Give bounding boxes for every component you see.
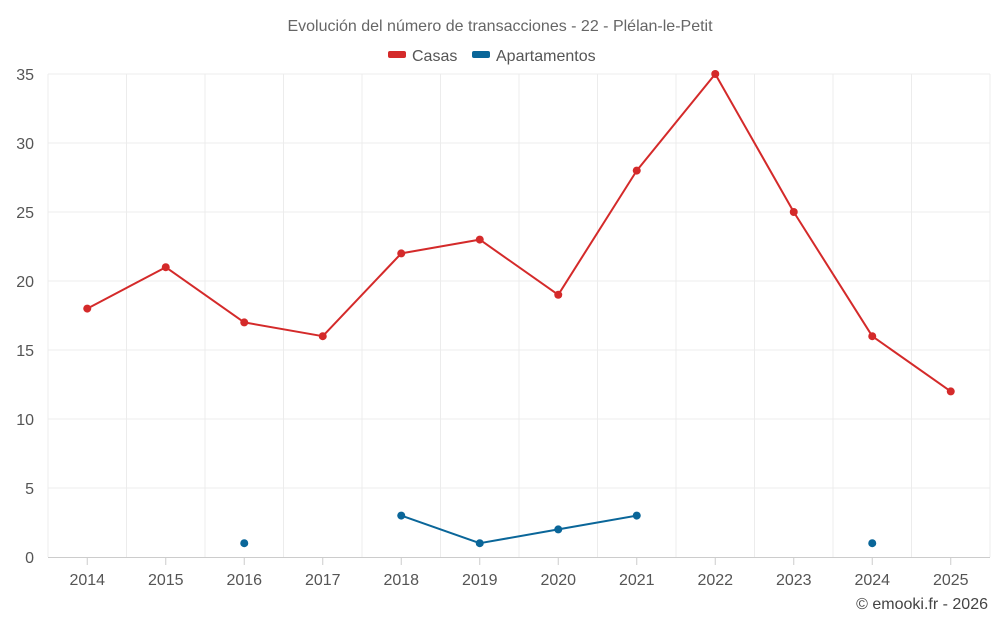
- data-point-casas[interactable]: [789, 208, 798, 216]
- data-point-casas[interactable]: [240, 318, 249, 327]
- data-point-casas[interactable]: [318, 332, 327, 341]
- y-tick-label: 15: [16, 343, 34, 360]
- x-tick-label: 2020: [540, 572, 576, 589]
- data-point-apartamentos[interactable]: [240, 539, 249, 548]
- data-point-casas[interactable]: [83, 304, 92, 313]
- y-tick-label: 35: [16, 67, 34, 84]
- x-tick-label: 2018: [383, 572, 419, 589]
- data-point-apartamentos[interactable]: [475, 539, 484, 548]
- series-line-apartamentos: [400, 514, 637, 545]
- x-tick-label: 2017: [305, 572, 341, 589]
- credit-label: © emooki.fr - 2026: [856, 596, 988, 613]
- data-point-casas[interactable]: [868, 332, 877, 341]
- series: [83, 70, 955, 548]
- x-tick-label: 2025: [933, 572, 969, 589]
- y-tick-label: 0: [25, 550, 34, 567]
- x-tick-label: 2015: [148, 572, 184, 589]
- series-apartamentos: [240, 511, 877, 548]
- y-tick-label: 10: [16, 412, 34, 429]
- x-tick-label: 2014: [69, 572, 105, 589]
- legend-swatch-casas: [388, 51, 406, 58]
- x-tick-label: 2022: [697, 572, 733, 589]
- legend-item-casas[interactable]: Casas: [388, 48, 457, 65]
- data-point-apartamentos[interactable]: [632, 511, 641, 520]
- x-tick-label: 2016: [226, 572, 262, 589]
- x-tick-label: 2024: [854, 572, 890, 589]
- x-tick-label: 2019: [462, 572, 498, 589]
- x-tick-label: 2021: [619, 572, 655, 589]
- data-point-casas[interactable]: [554, 290, 563, 299]
- data-point-apartamentos[interactable]: [868, 539, 877, 548]
- legend-swatch-apartamentos: [472, 51, 490, 58]
- data-point-casas[interactable]: [632, 166, 641, 175]
- data-point-casas[interactable]: [946, 387, 955, 396]
- grid: [47, 73, 991, 557]
- y-tick-label: 30: [16, 136, 34, 153]
- legend-label-apartamentos: Apartamentos: [496, 48, 596, 65]
- data-point-casas[interactable]: [711, 70, 720, 78]
- y-tick-label: 5: [25, 481, 34, 498]
- chart-title: Evolución del número de transacciones - …: [287, 18, 713, 35]
- series-casas: [83, 70, 955, 396]
- y-tick-label: 25: [16, 205, 34, 222]
- x-tick-label: 2023: [776, 572, 812, 589]
- legend-label-casas: Casas: [412, 48, 457, 65]
- data-point-casas[interactable]: [475, 235, 484, 244]
- data-point-casas[interactable]: [161, 263, 170, 272]
- series-line-casas: [86, 73, 952, 393]
- data-point-apartamentos[interactable]: [554, 525, 563, 534]
- y-tick-label: 20: [16, 274, 34, 291]
- data-point-casas[interactable]: [397, 249, 406, 258]
- legend-item-apartamentos[interactable]: Apartamentos: [472, 48, 596, 65]
- data-point-apartamentos[interactable]: [397, 511, 406, 520]
- legend: Casas Apartamentos: [388, 48, 596, 65]
